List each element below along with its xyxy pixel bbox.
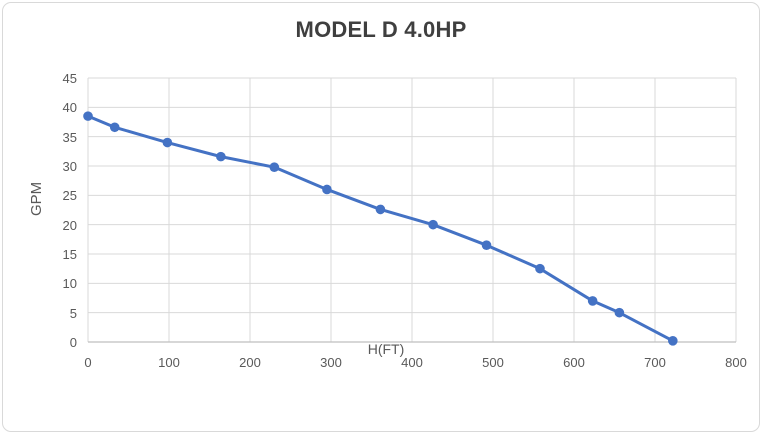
y-tick-label: 15	[62, 247, 77, 262]
data-series-line	[86, 114, 675, 343]
x-tick-label: 400	[401, 355, 423, 370]
data-point-marker	[322, 184, 332, 195]
data-point-marker	[668, 336, 678, 346]
x-tick-label: 500	[482, 355, 504, 370]
y-tick-label: 35	[62, 129, 77, 145]
data-point-marker	[375, 204, 386, 215]
x-tick-label: 200	[239, 355, 261, 370]
x-axis-title: H(FT)	[367, 341, 405, 357]
data-point-marker	[428, 219, 438, 230]
data-point-marker	[481, 240, 492, 250]
data-point-marker	[535, 263, 545, 274]
x-tick-label: 700	[644, 355, 666, 370]
y-tick-label: 0	[69, 335, 77, 350]
y-tick-label: 45	[62, 71, 77, 86]
chart-title: MODEL D 4.0HP	[295, 17, 467, 42]
x-tick-label: 0	[84, 355, 92, 370]
data-point-marker	[216, 151, 226, 162]
x-tick-label: 600	[563, 355, 585, 370]
y-tick-label: 30	[62, 159, 77, 174]
x-tick-label: 300	[320, 355, 342, 370]
x-tick-label: 800	[725, 355, 747, 370]
y-tick-label: 20	[62, 217, 77, 233]
y-tick-label: 25	[62, 188, 77, 204]
data-point-marker	[614, 307, 625, 318]
y-tick-label: 5	[69, 305, 77, 321]
data-point-marker	[587, 296, 598, 306]
y-tick-label: 40	[62, 100, 77, 116]
x-tick-label: 100	[158, 355, 180, 370]
y-tick-label: 10	[62, 276, 77, 292]
data-point-marker	[109, 122, 120, 133]
data-point-marker	[269, 162, 280, 172]
data-point-marker	[83, 111, 93, 121]
data-point-marker	[162, 137, 173, 148]
